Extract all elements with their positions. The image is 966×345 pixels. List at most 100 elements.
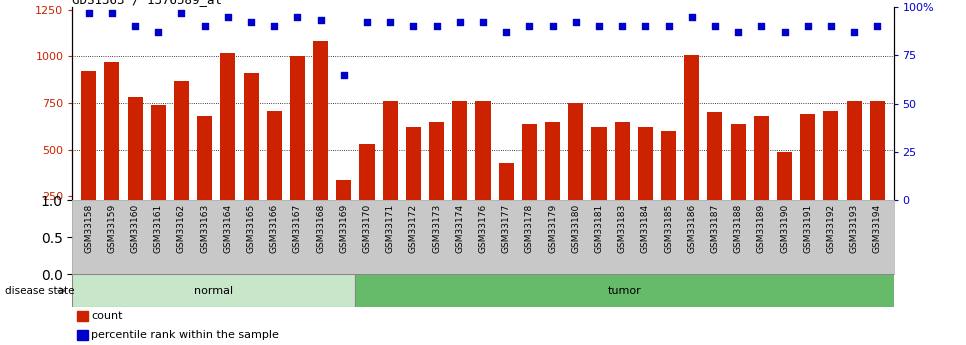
Point — [313, 18, 328, 23]
Bar — [359, 144, 375, 243]
Text: percentile rank within the sample: percentile rank within the sample — [92, 330, 279, 340]
Point — [104, 10, 120, 16]
Bar — [684, 55, 699, 243]
Point — [545, 23, 560, 29]
Point — [267, 23, 282, 29]
Bar — [638, 127, 653, 243]
Point — [638, 23, 653, 29]
Point — [614, 23, 630, 29]
Bar — [336, 179, 352, 243]
Bar — [591, 127, 607, 243]
Point — [730, 29, 746, 35]
Text: GSM33170: GSM33170 — [362, 204, 372, 253]
Point — [336, 72, 352, 77]
Text: GSM33173: GSM33173 — [432, 204, 441, 253]
Text: GSM33188: GSM33188 — [733, 204, 743, 253]
Point — [452, 20, 468, 25]
Bar — [753, 116, 769, 243]
Text: GSM33194: GSM33194 — [873, 204, 882, 253]
Text: GSM33185: GSM33185 — [664, 204, 673, 253]
Bar — [313, 41, 328, 243]
Bar — [128, 97, 143, 243]
Bar — [429, 122, 444, 243]
Point — [661, 23, 676, 29]
Point — [522, 23, 537, 29]
Point — [197, 23, 213, 29]
Bar — [243, 73, 259, 243]
Text: GSM33165: GSM33165 — [246, 204, 256, 253]
Bar — [383, 101, 398, 243]
Point — [707, 23, 723, 29]
Text: GSM33181: GSM33181 — [594, 204, 604, 253]
Bar — [545, 122, 560, 243]
Point — [777, 29, 792, 35]
Text: GSM33192: GSM33192 — [827, 204, 836, 253]
Point — [846, 29, 862, 35]
Bar — [220, 53, 236, 243]
Bar — [823, 110, 838, 243]
Point — [869, 23, 885, 29]
Text: GSM33161: GSM33161 — [154, 204, 163, 253]
Bar — [267, 110, 282, 243]
Text: GSM33190: GSM33190 — [780, 204, 789, 253]
Text: GDS1363 / 1376589_at: GDS1363 / 1376589_at — [72, 0, 222, 6]
Text: GSM33169: GSM33169 — [339, 204, 349, 253]
Text: GSM33187: GSM33187 — [710, 204, 720, 253]
Bar — [151, 105, 166, 243]
Point — [359, 20, 375, 25]
Point — [128, 23, 143, 29]
Text: GSM33160: GSM33160 — [130, 204, 139, 253]
Bar — [498, 163, 514, 243]
Text: GSM33186: GSM33186 — [687, 204, 696, 253]
Text: GSM33168: GSM33168 — [316, 204, 326, 253]
Point — [151, 29, 166, 35]
Text: GSM33193: GSM33193 — [850, 204, 859, 253]
Bar — [475, 101, 491, 243]
Text: GSM33162: GSM33162 — [177, 204, 186, 253]
Text: GSM33176: GSM33176 — [478, 204, 488, 253]
Point — [823, 23, 838, 29]
Point — [591, 23, 607, 29]
Text: GSM33158: GSM33158 — [84, 204, 93, 253]
Text: GSM33174: GSM33174 — [455, 204, 465, 253]
Text: GSM33191: GSM33191 — [803, 204, 812, 253]
Point — [174, 10, 189, 16]
FancyBboxPatch shape — [72, 274, 355, 307]
Point — [81, 10, 97, 16]
Text: GSM33177: GSM33177 — [501, 204, 511, 253]
Point — [429, 23, 444, 29]
Point — [290, 14, 305, 19]
Bar — [730, 124, 746, 243]
Point — [568, 20, 583, 25]
Point — [220, 14, 236, 19]
Text: normal: normal — [194, 286, 234, 296]
Bar — [406, 127, 421, 243]
Bar — [452, 101, 468, 243]
Point — [753, 23, 769, 29]
Bar — [290, 56, 305, 243]
Bar — [76, 330, 88, 341]
Text: GSM33178: GSM33178 — [525, 204, 534, 253]
Point — [383, 20, 398, 25]
Text: GSM33164: GSM33164 — [223, 204, 233, 253]
Text: GSM33163: GSM33163 — [200, 204, 210, 253]
Point — [406, 23, 421, 29]
Bar — [522, 124, 537, 243]
Bar — [846, 101, 862, 243]
Point — [800, 23, 815, 29]
Bar — [197, 116, 213, 243]
Text: GSM33180: GSM33180 — [571, 204, 581, 253]
Text: GSM33166: GSM33166 — [270, 204, 279, 253]
Bar — [661, 131, 676, 243]
Bar — [777, 151, 792, 243]
Point — [498, 29, 514, 35]
Text: GSM33184: GSM33184 — [640, 204, 650, 253]
Text: count: count — [92, 311, 123, 321]
Point — [243, 20, 259, 25]
FancyBboxPatch shape — [355, 274, 894, 307]
Bar — [800, 114, 815, 243]
Text: GSM33172: GSM33172 — [409, 204, 418, 253]
Point — [684, 14, 699, 19]
Text: GSM33189: GSM33189 — [756, 204, 766, 253]
Text: GSM33179: GSM33179 — [548, 204, 557, 253]
